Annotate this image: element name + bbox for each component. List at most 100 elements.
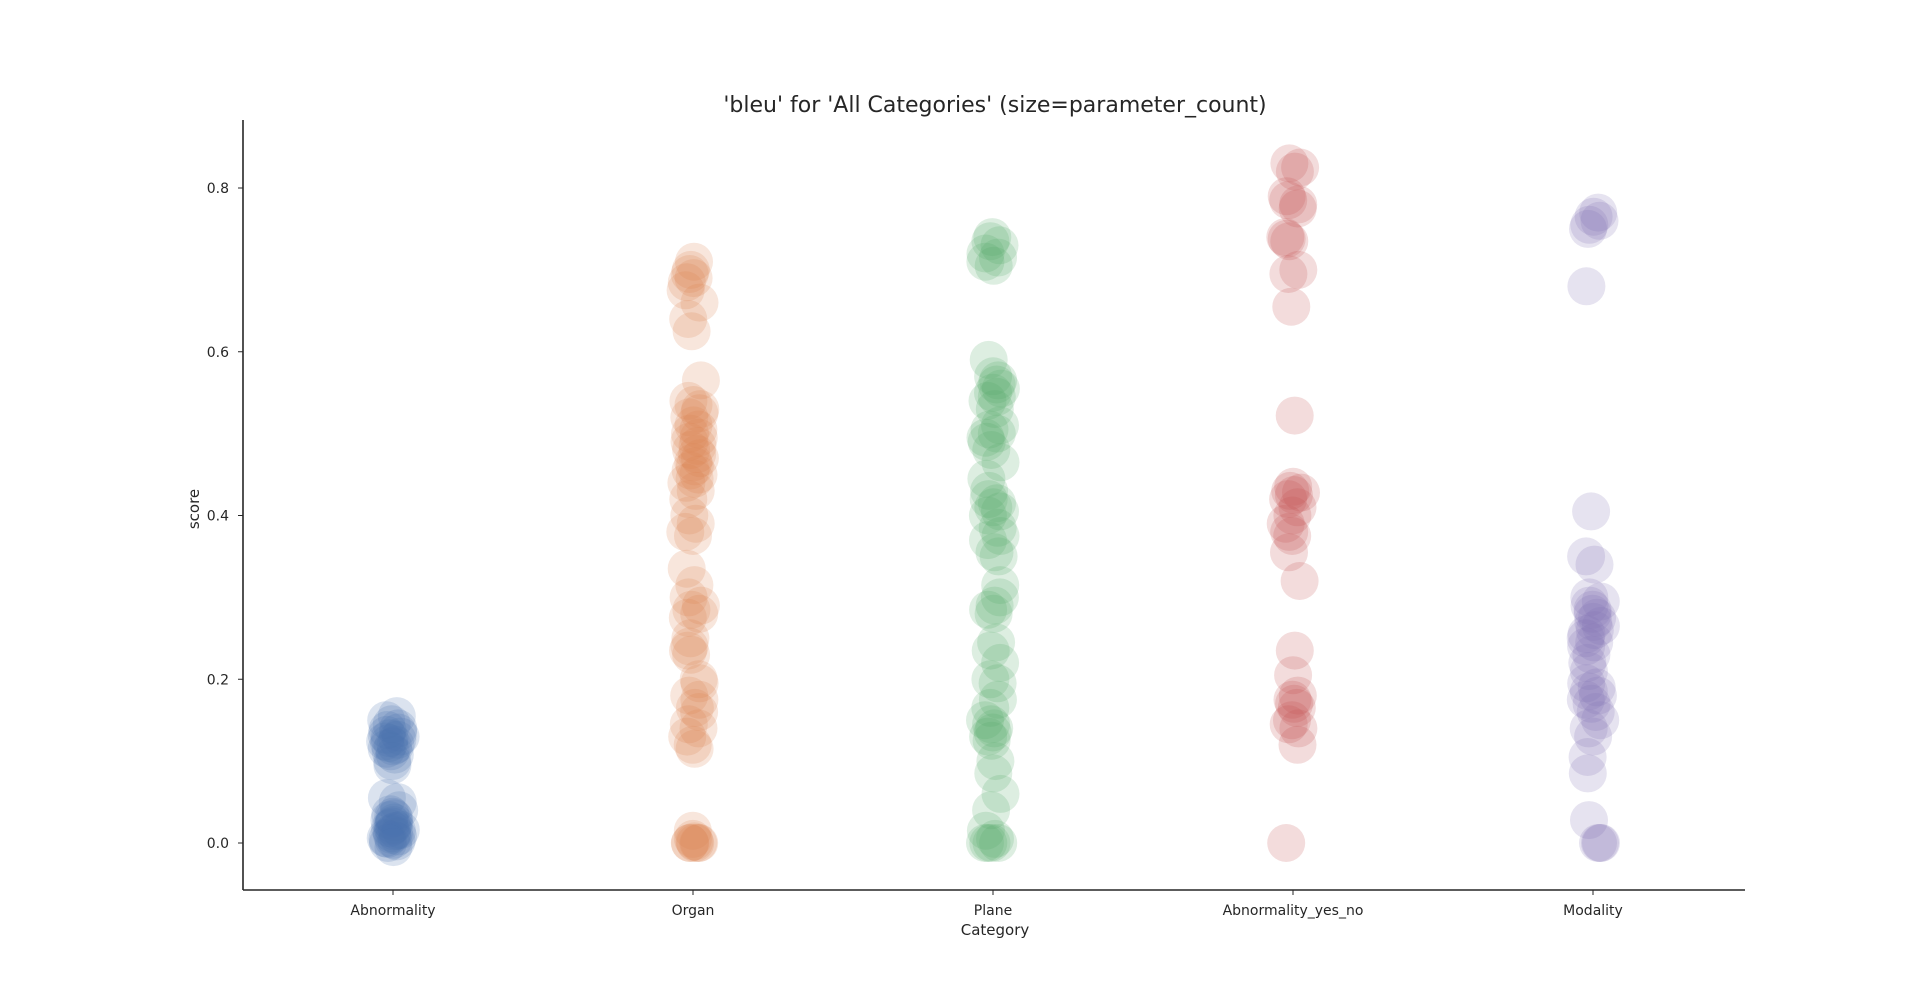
data-point-organ [680, 594, 719, 633]
axes [242, 120, 1745, 891]
data-point-abnormality [378, 783, 417, 822]
data-point-plane [980, 226, 1019, 265]
data-point-abnormality [379, 709, 418, 748]
data-point-modality [1570, 801, 1608, 840]
y-tick-label: 0.8 [207, 181, 229, 197]
data-point-modality [1573, 590, 1612, 629]
data-point-plane [970, 471, 1009, 510]
data-point-modality [1576, 693, 1615, 731]
data-point-organ [674, 259, 713, 298]
data-point-plane [966, 234, 1005, 273]
data-point-abnormality [368, 711, 407, 749]
data-point-plane [975, 586, 1014, 625]
data-point-organ [673, 819, 712, 858]
data-point-modality [1581, 824, 1619, 862]
data-point-organ [670, 627, 709, 666]
data-point-organ [670, 496, 709, 535]
data-point-plane [972, 705, 1011, 744]
data-point-modality [1570, 578, 1609, 617]
data-point-abnormality-yes-no [1273, 701, 1311, 740]
x-axis-label: Category [961, 921, 1030, 939]
data-point-modality [1567, 627, 1606, 666]
data-point-organ [669, 578, 708, 617]
data-point-modality [1581, 607, 1620, 645]
data-point-plane [979, 238, 1017, 277]
data-point-organ [666, 271, 705, 310]
data-point-modality [1574, 602, 1613, 641]
data-point-modality [1566, 680, 1605, 719]
data-point-plane [977, 414, 1016, 453]
data-point-organ [669, 705, 708, 744]
data-point-abnormality-yes-no [1266, 218, 1305, 257]
data-point-plane [970, 410, 1009, 449]
data-point-modality [1568, 643, 1607, 682]
data-point-plane [977, 623, 1016, 662]
data-point-modality [1574, 197, 1613, 236]
data-point-abnormality-yes-no [1280, 562, 1319, 600]
data-point-abnormality [375, 799, 414, 838]
data-point-modality [1567, 267, 1606, 306]
data-point-organ [670, 676, 709, 715]
data-point-abnormality [372, 705, 411, 744]
data-point-plane [969, 521, 1007, 560]
data-point-organ [675, 242, 713, 281]
data-point-plane [971, 660, 1010, 699]
data-point-organ [673, 811, 712, 850]
data-point-organ [680, 394, 719, 433]
data-point-organ [681, 361, 720, 400]
data-point-organ [675, 566, 714, 605]
data-point-organ [680, 680, 719, 719]
data-point-plane [974, 373, 1012, 412]
data-point-organ [679, 410, 718, 449]
data-point-abnormality-yes-no [1279, 250, 1318, 289]
x-ticks: Abnormality Organ Plane Abnormality_yes_no M… [350, 890, 1623, 919]
data-point-plane [972, 431, 1011, 469]
data-point-modality [1569, 652, 1608, 691]
data-point-modality [1580, 201, 1619, 240]
data-point-modality [1581, 582, 1620, 621]
data-point-modality [1575, 545, 1614, 584]
data-point-plane [981, 774, 1020, 813]
data-point-plane [980, 578, 1019, 617]
data-point-plane [966, 242, 1005, 281]
data-point-abnormality [369, 824, 407, 862]
data-point-plane [972, 824, 1011, 862]
data-point-modality [1570, 205, 1609, 244]
data-point-organ [670, 422, 709, 461]
data-point-abnormality-yes-no [1279, 709, 1318, 748]
data-point-modality [1573, 594, 1612, 633]
data-point-modality [1575, 623, 1614, 662]
data-point-organ [667, 549, 706, 588]
data-point-plane [973, 218, 1012, 257]
data-point-organ [678, 426, 717, 465]
x-tick-label: Organ [672, 903, 715, 919]
data-point-plane [979, 361, 1018, 400]
data-point-organ [668, 717, 707, 756]
data-point-organ [675, 447, 714, 486]
data-point-plane [975, 709, 1014, 748]
data-point-abnormality [366, 819, 405, 858]
data-point-abnormality-yes-no [1275, 396, 1314, 435]
chart-title: 'bleu' for 'All Categories' (size=parame… [723, 93, 1266, 118]
data-point-organ [680, 824, 719, 862]
data-point-abnormality-yes-no [1267, 219, 1306, 258]
data-point-organ [680, 283, 719, 322]
data-point-abnormality-yes-no [1266, 504, 1305, 543]
data-point-organ [672, 431, 711, 469]
data-point-plane [972, 791, 1011, 830]
data-point-abnormality [371, 795, 410, 834]
data-point-abnormality-yes-no [1269, 181, 1308, 220]
data-point-organ [669, 631, 707, 670]
data-point-plane [977, 365, 1016, 404]
data-point-abnormality-yes-no [1278, 189, 1317, 228]
data-point-modality [1572, 684, 1611, 723]
data-point-abnormality-yes-no [1274, 467, 1313, 506]
data-point-plane [972, 721, 1011, 760]
data-point-abnormality [373, 807, 412, 846]
data-point-organ [671, 619, 710, 658]
data-point-organ [681, 390, 720, 429]
data-point-organ [667, 463, 706, 502]
data-point-organ [671, 414, 709, 453]
data-point-abnormality-yes-no [1277, 688, 1316, 727]
